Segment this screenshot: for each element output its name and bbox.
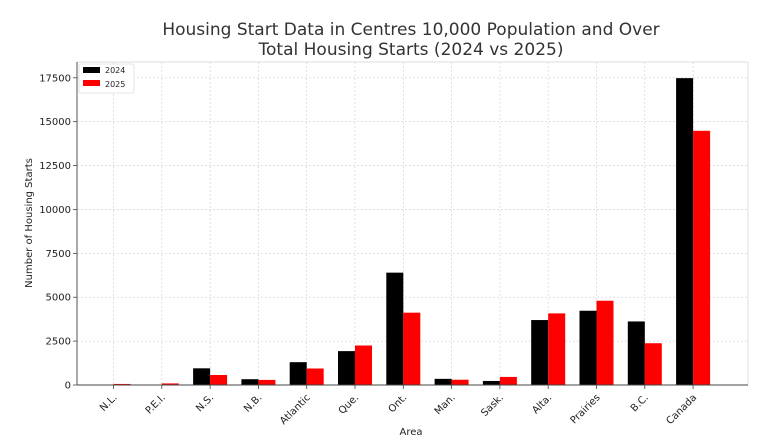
x-tick-label: P.E.I. (144, 392, 168, 416)
x-axis-label: Area (399, 427, 422, 438)
y-tick-label: 12500 (39, 161, 71, 172)
y-tick-label: 10000 (39, 205, 71, 216)
chart-title-line2: Total Housing Starts (2024 vs 2025) (258, 40, 564, 60)
bar-2025-sask (499, 376, 517, 385)
bar-2024-canada (676, 78, 694, 386)
bar-2025-nb (258, 379, 276, 385)
legend-swatch-2025 (83, 80, 100, 86)
x-tick-label: Ont. (387, 392, 410, 415)
bar-2025-nl (113, 383, 131, 385)
bar-2024-ns (193, 368, 211, 385)
bar-2025-que (355, 345, 372, 385)
x-tick-label: B.C. (629, 392, 651, 414)
bar-2024-que (338, 351, 355, 385)
bar-2025-pei (161, 383, 179, 385)
y-tick-label: 5000 (46, 293, 71, 304)
bar-2024-man (434, 378, 452, 385)
bar-2024-prairies (579, 310, 597, 385)
bar-2025-bc (644, 343, 662, 385)
bar-2024-alta (531, 320, 549, 385)
bar-2024-ont (386, 272, 404, 385)
x-tick-labels: N.L. P.E.I. N.S. N.B. Atlantic Que. Ont. Man. Sa… (98, 385, 699, 427)
x-tick-label: Canada (665, 392, 700, 427)
bar-2025-canada (693, 130, 711, 385)
bar-2025-ns (210, 374, 228, 385)
bar-2024-nb (241, 379, 259, 385)
y-tick-label: 0 (65, 381, 71, 392)
legend-label-2025: 2025 (105, 80, 125, 89)
y-tick-label: 15000 (39, 117, 71, 128)
y-tick-label: 17500 (39, 73, 71, 84)
x-tick-label: Alta. (530, 392, 554, 416)
legend-swatch-2024 (83, 67, 100, 73)
bar-2025-ont (403, 312, 421, 385)
bar-2025-alta (548, 313, 566, 385)
bar-2025-atlantic (306, 368, 324, 385)
x-tick-label: Atlantic (278, 392, 313, 427)
x-tick-label: Man. (433, 392, 458, 417)
x-tick-label: Prairies (569, 392, 603, 426)
x-tick-label: Que. (337, 392, 361, 416)
bar-2024-atlantic (289, 362, 307, 385)
bars (96, 78, 711, 386)
legend-label-2024: 2024 (105, 66, 125, 75)
y-tick-label: 7500 (46, 249, 71, 260)
y-tick-label: 2500 (46, 337, 71, 348)
legend: 2024 2025 (78, 63, 135, 94)
x-tick-label: Sask. (479, 392, 506, 419)
x-tick-label: N.B. (242, 392, 264, 414)
chart-title-line1: Housing Start Data in Centres 10,000 Pop… (162, 20, 659, 40)
x-tick-label: N.S. (194, 392, 216, 414)
bar-2025-prairies (596, 300, 614, 385)
x-tick-label: N.L. (98, 392, 120, 414)
bar-2024-bc (627, 321, 645, 385)
y-tick-labels: 0 2500 5000 7500 10000 12500 15000 17500 (39, 73, 77, 392)
y-axis-label: Number of Housing Starts (24, 158, 35, 288)
bar-2024-sask (482, 380, 500, 385)
bar-2025-man (451, 379, 469, 385)
